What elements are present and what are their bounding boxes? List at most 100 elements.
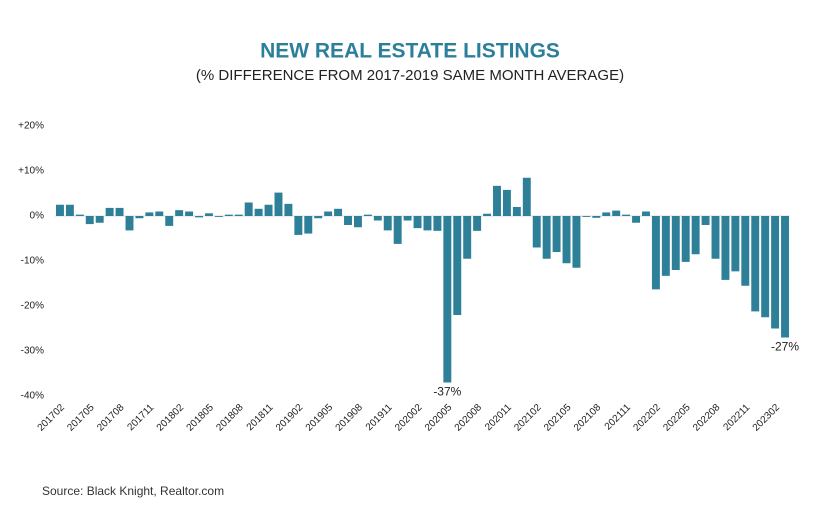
chart-subtitle: (% DIFFERENCE FROM 2017-2019 SAME MONTH … — [196, 67, 624, 84]
value-label: -37% — [433, 385, 461, 399]
bar — [453, 216, 462, 315]
x-tick-label: 201905 — [304, 402, 336, 434]
y-tick-label: +20% — [18, 121, 44, 132]
bar — [721, 216, 730, 280]
value-label: -27% — [771, 340, 799, 354]
bar — [264, 204, 273, 216]
bar — [334, 208, 343, 216]
bar — [572, 216, 581, 268]
y-tick-label: -30% — [21, 346, 44, 357]
bar — [741, 216, 750, 286]
bar — [542, 216, 551, 259]
bar — [413, 216, 422, 229]
x-tick-label: 201808 — [214, 402, 246, 434]
bar — [751, 216, 760, 312]
bar — [145, 212, 154, 216]
x-tick-label: 201902 — [274, 402, 306, 434]
source: Source: Black Knight, Realtor.com — [42, 484, 224, 498]
bar — [651, 216, 660, 290]
bar — [393, 216, 402, 244]
bar — [642, 211, 650, 216]
bar — [691, 216, 700, 255]
bar — [562, 216, 571, 264]
bar — [204, 213, 213, 216]
bar — [771, 216, 780, 329]
x-tick-label: 202011 — [483, 402, 514, 433]
bar — [532, 216, 541, 248]
bar — [274, 192, 283, 216]
bar — [612, 210, 621, 216]
x-tick-label: 202111 — [603, 402, 634, 433]
x-tick-label: 201708 — [95, 402, 127, 434]
bar — [731, 216, 740, 272]
x-tick-label: 202211 — [721, 402, 752, 433]
bar — [105, 207, 114, 216]
x-tick-label: 202108 — [572, 402, 604, 434]
bar — [502, 189, 511, 216]
bar — [165, 216, 174, 226]
x-tick-label: 202005 — [423, 402, 455, 434]
x-tick-label: 202102 — [512, 402, 544, 434]
bar — [671, 216, 680, 270]
bar — [602, 212, 611, 216]
bar — [761, 216, 770, 318]
bar — [244, 202, 253, 216]
bar — [85, 216, 94, 225]
x-tick-label: 201908 — [334, 402, 366, 434]
bar — [423, 216, 432, 231]
bar — [55, 204, 64, 216]
bar — [353, 216, 362, 228]
bar — [622, 214, 631, 216]
bar — [701, 216, 710, 225]
bar — [314, 216, 323, 219]
bar — [344, 216, 352, 225]
x-tick-label: 202208 — [691, 402, 723, 434]
bar — [224, 214, 233, 216]
x-tick-label: 201805 — [185, 402, 217, 434]
bar — [582, 216, 591, 217]
bar — [115, 207, 124, 216]
bar — [324, 211, 333, 216]
bar — [681, 216, 690, 262]
bar — [65, 204, 74, 216]
bar — [522, 177, 531, 216]
y-tick-label: 0% — [30, 211, 45, 222]
chart-title: NEW REAL ESTATE LISTINGS — [260, 40, 560, 63]
bar — [175, 210, 184, 216]
bar — [781, 216, 790, 338]
bar — [483, 213, 492, 216]
bar — [125, 216, 134, 231]
bar — [363, 214, 372, 216]
bar — [135, 216, 144, 219]
bar — [95, 216, 104, 223]
bar — [661, 216, 670, 276]
y-tick-label: -20% — [21, 301, 44, 312]
bar — [433, 216, 442, 231]
bar — [443, 216, 452, 383]
x-tick-label: 201705 — [65, 402, 97, 434]
bar — [185, 211, 194, 216]
x-tick-label: 202002 — [393, 402, 425, 434]
bar — [463, 216, 472, 259]
y-tick-label: -10% — [21, 256, 44, 267]
x-tick-label: 201802 — [155, 402, 187, 434]
bar — [632, 216, 641, 223]
bar — [711, 216, 720, 259]
bar — [234, 214, 243, 216]
bar — [493, 185, 501, 216]
x-tick-label: 201811 — [245, 402, 276, 433]
x-tick-label: 202105 — [542, 402, 574, 434]
x-tick-label: 202302 — [751, 402, 783, 434]
x-tick-label: 201702 — [36, 402, 68, 434]
bar — [304, 216, 313, 234]
x-tick-label: 202202 — [632, 402, 664, 434]
bar — [284, 203, 293, 216]
bar — [75, 214, 84, 216]
y-tick-label: -40% — [21, 391, 44, 402]
bar — [383, 216, 392, 231]
bar — [294, 216, 303, 235]
x-tick-label: 201911 — [364, 402, 395, 433]
bar — [254, 208, 263, 216]
x-tick-label: 202205 — [661, 402, 693, 434]
